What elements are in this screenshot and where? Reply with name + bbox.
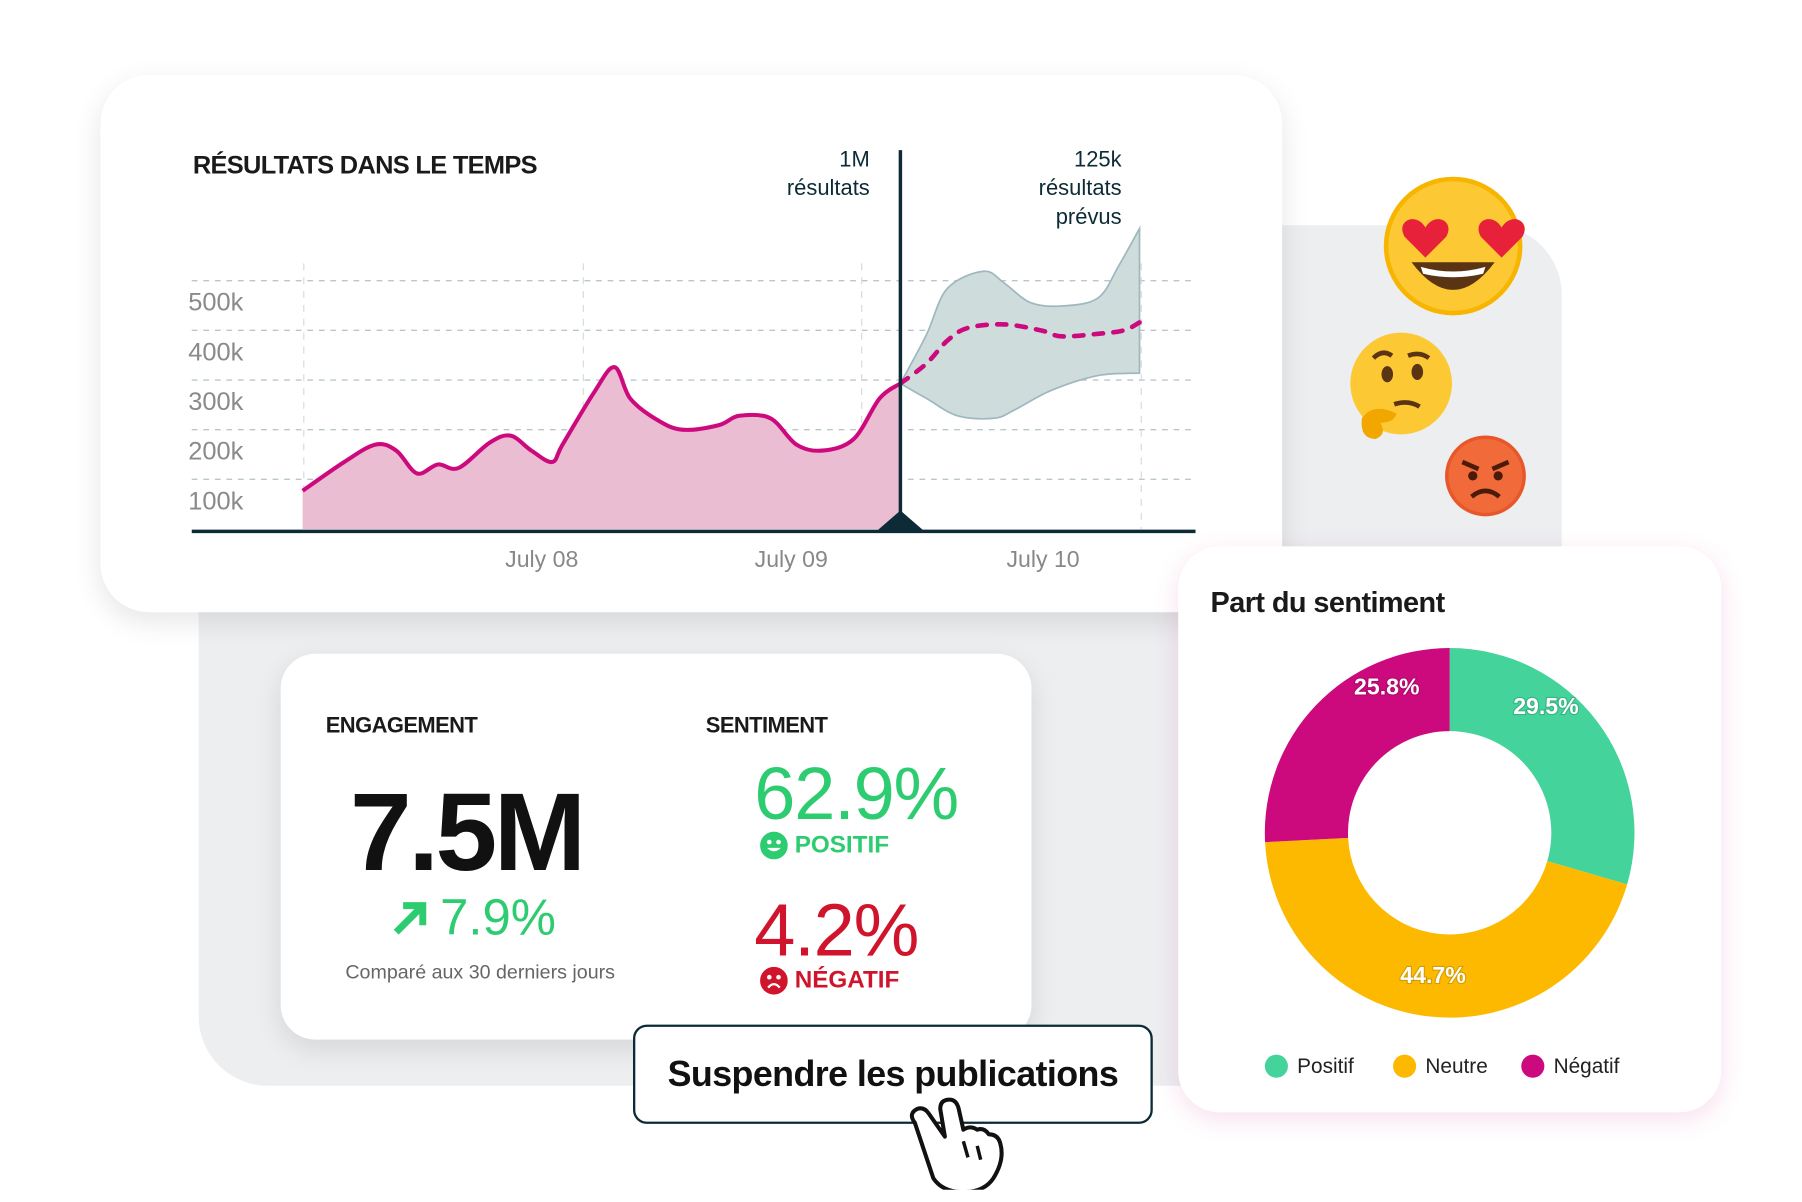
- smiley-icon: [760, 831, 788, 860]
- y-tick-label: 500k: [188, 289, 243, 317]
- slice-label: 44.7%: [1400, 962, 1465, 988]
- y-tick-label: 300k: [188, 388, 243, 416]
- suspend-publications-button[interactable]: Suspendre les publications: [632, 1024, 1153, 1124]
- negative-sentiment-value: 4.2%: [754, 888, 919, 972]
- forecast-total-annotation: prévus: [1056, 204, 1122, 229]
- engagement-value: 7.5M: [349, 770, 586, 895]
- legend-dot: [1264, 1054, 1288, 1078]
- hand-pointer-icon: [909, 1097, 1004, 1190]
- chart-title: RÉSULTATS DANS LE TEMPS: [193, 150, 537, 179]
- thinking-face-emoji: [1350, 332, 1452, 439]
- frown-icon: [760, 966, 788, 995]
- actual-results-area: [302, 367, 901, 530]
- slice-label: 25.8%: [1354, 673, 1419, 699]
- y-tick-label: 100k: [188, 487, 243, 515]
- positive-sentiment-value: 62.9%: [754, 751, 959, 836]
- legend-label: Négatif: [1554, 1055, 1620, 1078]
- actual-total-annotation: résultats: [787, 175, 870, 200]
- arrow-up-right-icon: [393, 902, 427, 935]
- negative-label: NÉGATIF: [794, 966, 900, 994]
- x-tick-label: July 10: [1006, 546, 1079, 572]
- emoji-group: [1350, 176, 1526, 517]
- donut-slice-neutre: [1265, 837, 1628, 1018]
- forecast-results-line: [898, 320, 1142, 386]
- actual-results-line: [301, 365, 902, 493]
- x-tick-label: July 08: [505, 546, 578, 572]
- legend-label: Neutre: [1425, 1055, 1487, 1078]
- forecast-confidence-band: [899, 225, 1141, 420]
- positive-sentiment-badge: POSITIF: [760, 831, 890, 860]
- donut-slice-positif: [1449, 648, 1635, 885]
- now-marker-triangle: [874, 510, 926, 533]
- forecast-total-annotation: résultats: [1039, 175, 1122, 200]
- legend-dot: [1393, 1054, 1417, 1078]
- engagement-change-value: 7.9%: [440, 889, 556, 947]
- comparison-note: Comparé aux 30 derniers jours: [345, 961, 615, 983]
- engagement-label: ENGAGEMENT: [325, 713, 478, 739]
- actual-total-annotation: 1M: [839, 146, 869, 171]
- y-tick-label: 400k: [188, 338, 243, 366]
- heart-eyes-emoji: [1383, 176, 1525, 316]
- donut-title: Part du sentiment: [1210, 586, 1446, 620]
- donut-slice-négatif: [1264, 648, 1450, 843]
- engagement-change: 7.9%: [392, 889, 556, 947]
- x-tick-label: July 09: [755, 546, 828, 572]
- y-tick-label: 200k: [188, 438, 243, 466]
- legend-dot: [1521, 1054, 1545, 1078]
- slice-label: 29.5%: [1513, 693, 1578, 719]
- negative-sentiment-badge: NÉGATIF: [760, 966, 900, 995]
- angry-face-emoji: [1445, 435, 1526, 517]
- legend-label: Positif: [1297, 1055, 1354, 1078]
- engagement-sentiment-card: ENGAGEMENT 7.5M 7.9% Comparé aux 30 dern…: [280, 653, 1032, 1040]
- positive-label: POSITIF: [794, 831, 890, 859]
- sentiment-label: SENTIMENT: [705, 713, 828, 739]
- sentiment-donut-chart: 29.5% 44.7% 25.8% Positif Neutre Négatif: [1264, 648, 1635, 1078]
- forecast-total-annotation: 125k: [1074, 146, 1122, 171]
